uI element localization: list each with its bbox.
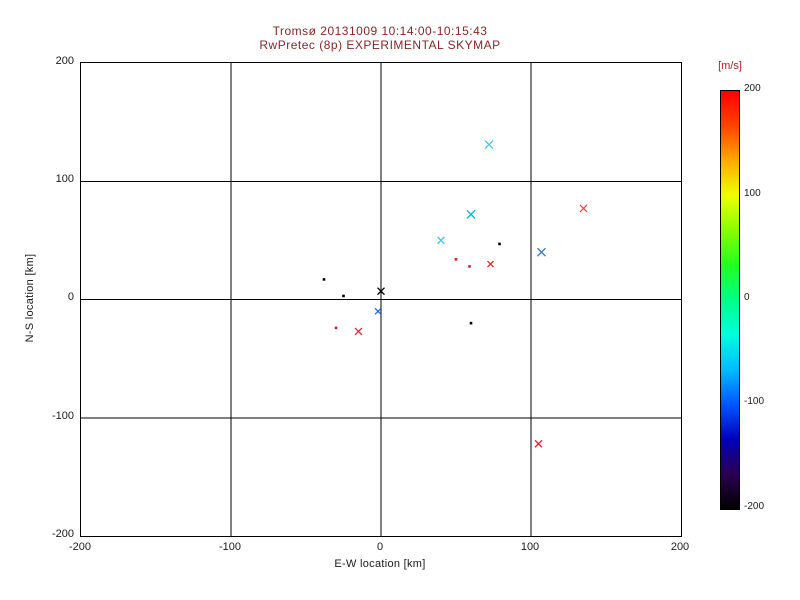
y-tick-label: -100 — [51, 410, 74, 422]
x-tick-label: -200 — [68, 541, 92, 553]
plot-subtitle: RwPretec (8p) EXPERIMENTAL SKYMAP — [259, 38, 501, 52]
scatter-point-x — [437, 236, 445, 245]
colorbar-tick-label: 0 — [744, 292, 750, 303]
scatter-point-dot — [468, 265, 471, 268]
scatter-point-dot — [498, 242, 501, 246]
scatter-point-dot — [454, 257, 458, 261]
scatter-point-x — [579, 204, 588, 213]
y-tick-label: 100 — [55, 173, 74, 185]
scatter-point-x — [466, 209, 476, 219]
colorbar-unit-label: [m/s] — [718, 60, 742, 72]
colorbar-tick-label: -100 — [744, 396, 765, 407]
plot-title: Tromsø 20131009 10:14:00-10:15:43 — [272, 24, 488, 38]
colorbar — [720, 90, 740, 510]
scatter-point-dot — [322, 278, 326, 281]
scatter-point-x — [537, 247, 546, 257]
scatter-point-dot — [469, 321, 473, 325]
colorbar-tick-label: -200 — [744, 501, 765, 512]
scatter-point-x — [534, 439, 543, 448]
scatter-plot-canvas — [81, 63, 681, 536]
x-tick-label: 200 — [670, 541, 690, 553]
colorbar-tick-label: 200 — [744, 83, 761, 94]
x-tick-label: -100 — [218, 541, 242, 553]
scatter-point-x — [487, 260, 494, 268]
colorbar-tick-label: 100 — [744, 188, 761, 199]
y-tick-label: -200 — [51, 528, 74, 540]
scatter-point-dot — [342, 294, 345, 298]
scatter-point-x — [354, 327, 363, 336]
scatter-point-x — [377, 287, 385, 296]
y-tick-label: 200 — [55, 55, 74, 67]
scatter-point-x — [374, 307, 382, 315]
scatter-point-x — [484, 140, 494, 150]
scatter-point-dot — [334, 326, 338, 330]
x-axis-label: E-W location [km] — [334, 558, 426, 570]
x-tick-label: 100 — [520, 541, 540, 553]
y-axis-label: N-S location [km] — [24, 253, 36, 343]
x-tick-label: 0 — [376, 541, 384, 553]
y-tick-label: 0 — [67, 291, 74, 303]
plot-area — [80, 62, 682, 537]
